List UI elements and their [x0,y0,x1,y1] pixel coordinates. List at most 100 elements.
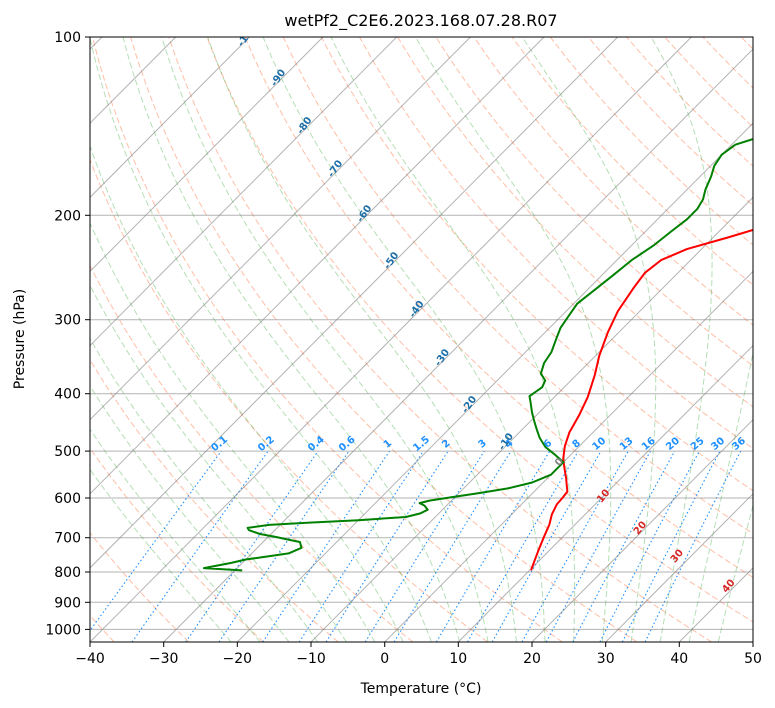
x-tick-label: 0 [380,651,389,667]
dry-adiabat [473,37,753,326]
mixing-ratio-lines [90,450,742,642]
mixing-ratio-label: 13 [618,435,636,452]
dry-adiabat [282,37,753,535]
mixing-ratio-label: 25 [689,435,707,452]
isotherm-line [90,37,692,642]
mixing-ratio-line [325,450,449,642]
dry-adiabat [206,37,753,623]
mixing-ratio-label: 10 [591,435,609,452]
isotherm-line [90,37,398,347]
isotherm-line [457,344,753,642]
isotherm-line [678,567,753,642]
dry-adiabat-label: -20 [460,394,479,415]
moist-adiabat [90,385,290,642]
mixing-ratio-line [218,450,350,642]
y-tick-label: 500 [54,444,81,460]
y-tick-label: 300 [54,313,81,329]
dry-adiabat [740,37,753,50]
x-axis-label: Temperature (°C) [360,681,482,697]
moist-adiabat [90,284,347,642]
moist-adiabats [90,37,753,642]
grid-lines [90,37,753,642]
dry-adiabat [90,158,488,642]
moist-adiabat [207,37,517,642]
dry-adiabat [90,447,264,642]
mixing-ratio-line [185,450,319,642]
mixing-ratio-line [393,450,512,642]
dry-adiabat [511,37,753,286]
mixing-ratio-label: 1 [382,438,394,451]
moist-adiabat [161,37,489,642]
x-tick-label: 30 [597,651,615,667]
temperature-profile [530,228,753,571]
sounding-series [202,138,753,572]
mixing-ratio-line [572,450,676,642]
dry-adiabat [397,37,753,408]
isotherm-line [752,641,753,642]
dry-adiabat [359,37,753,450]
dry-adiabat [90,532,190,642]
dry-adiabat-label: -50 [382,250,401,271]
x-tick-label: −20 [223,651,253,667]
y-axis-ticks: 100 200 300 400 500 600 700 800 900 1000 [45,30,90,638]
y-tick-label: 700 [54,531,81,547]
moist-adiabat [90,468,232,642]
moist-adiabat [90,37,432,642]
x-tick-label: 50 [744,651,762,667]
chart-title: wetPf2_C2E6.2023.168.07.28.R07 [284,11,557,31]
y-tick-label: 800 [54,565,81,581]
x-tick-label: 40 [670,651,688,667]
isotherm-line [90,37,619,569]
mixing-ratio-label: 3 [476,438,488,451]
dry-adiabat-label: -70 [326,158,345,179]
dewpoint-profile [202,138,753,572]
dry-adiabat [702,37,753,89]
moist-adiabat [330,37,576,642]
dry-adiabat [90,358,339,642]
dry-adiabat [244,37,753,578]
mixing-ratio-line [90,450,222,632]
mixing-ratio-label: 2 [440,438,452,451]
isotherm-line [236,122,753,642]
mixing-ratio-line [298,450,424,642]
isotherm-line [531,418,753,642]
moist-adiabat [90,337,319,642]
mixing-ratio-line [545,450,651,642]
dry-adiabat-label: -100 [236,22,259,49]
moist-adiabat [717,503,753,642]
moist-adiabat-label: 40 [720,577,737,595]
mixing-ratio-line [435,450,551,642]
y-tick-label: 200 [54,208,81,224]
y-tick-label: 400 [54,387,81,403]
x-tick-label: −30 [149,651,179,667]
y-tick-label: 100 [54,30,81,46]
moist-adiabat [688,350,753,642]
dry-adiabat-label: -80 [295,115,314,136]
dry-adiabat-label: -60 [355,203,374,224]
mixing-ratio-line [599,450,700,642]
y-tick-label: 1000 [45,622,81,638]
y-tick-label: 600 [54,491,81,507]
isotherm-line [90,37,324,273]
moist-adiabat [122,37,461,642]
x-tick-label: −40 [75,651,105,667]
moist-adiabat [90,428,261,642]
mixing-ratio-label: 16 [640,435,658,452]
x-tick-label: 10 [449,651,467,667]
x-tick-label: 20 [523,651,541,667]
moist-adiabat [415,37,612,642]
plot-frame [89,36,754,643]
moist-adiabat [90,221,376,642]
x-tick-label: −10 [296,651,326,667]
mixing-ratio-line [644,450,742,642]
mixing-ratio-line [262,450,391,642]
isotherm-line [163,48,753,642]
dry-adiabat [130,37,638,642]
mixing-ratio-label: 30 [709,435,727,452]
dry-adiabat [168,37,712,642]
moist-adiabat [262,37,546,642]
mixing-ratio-label: 36 [730,435,748,452]
y-axis-label: Pressure (hPa) [12,289,28,389]
dry-adiabat-label: -30 [433,347,452,368]
